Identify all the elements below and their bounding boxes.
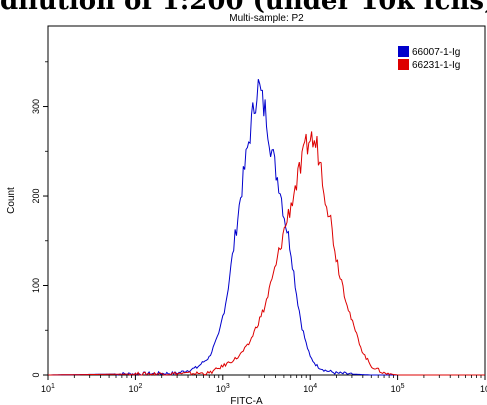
y-tick-label: 0	[31, 372, 41, 377]
x-axis-label: FITC-A	[230, 396, 263, 405]
top-caption-fragment: dilution of 1:200 (under 10k fcns)	[0, 0, 487, 16]
x-tick-label: 101	[41, 383, 55, 394]
series-line-66231-1-Ig	[48, 131, 485, 376]
chart-title: Multi-sample: P2	[229, 13, 304, 24]
legend-label: 66007-1-Ig	[412, 47, 460, 58]
x-tick-label: 104	[303, 383, 317, 394]
plot-area-frame	[47, 25, 486, 376]
y-tick-label: 200	[31, 189, 41, 204]
x-tick-label: 105	[391, 383, 405, 394]
legend-swatch-66231-1-Ig	[398, 59, 409, 70]
x-tick-label: 102	[128, 383, 142, 394]
y-tick-label: 300	[31, 99, 41, 114]
x-tick-label: 103	[216, 383, 230, 394]
y-axis-label: Count	[6, 187, 17, 214]
x-tick-label: 10	[480, 384, 487, 394]
series-line-66007-1-Ig	[48, 79, 485, 376]
y-tick-label: 100	[31, 278, 41, 293]
legend-swatch-66007-1-Ig	[398, 46, 409, 57]
legend-label: 66231-1-Ig	[412, 60, 460, 71]
